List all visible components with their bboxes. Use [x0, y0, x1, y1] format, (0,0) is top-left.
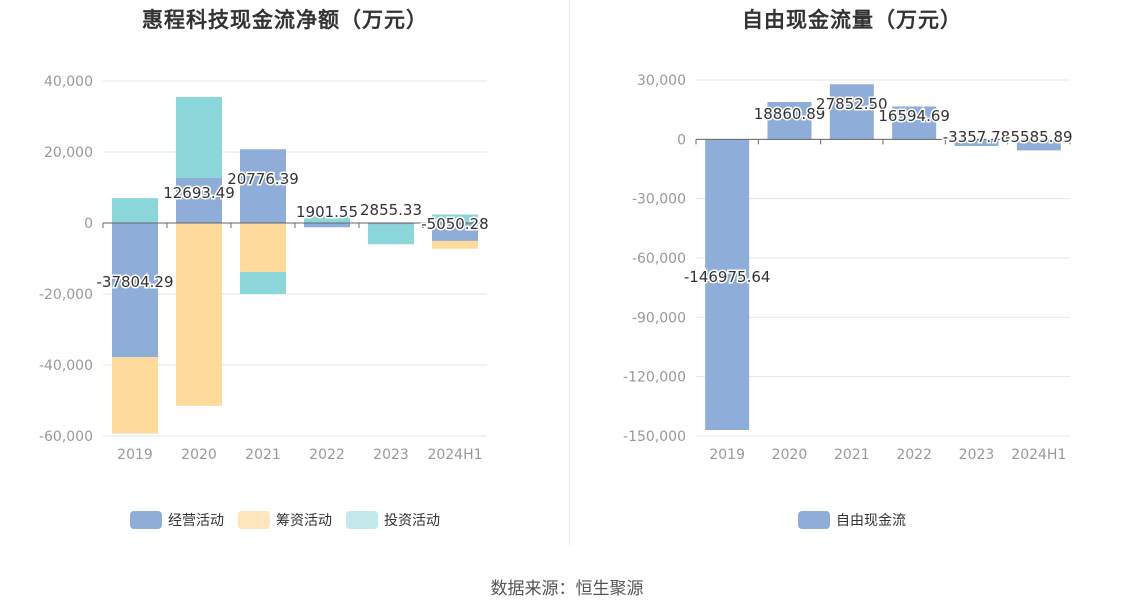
legend-item[interactable]: 经营活动	[130, 510, 224, 530]
bar	[240, 149, 286, 223]
bar	[240, 223, 286, 272]
chart-title: 惠程科技现金流净额（万元）	[142, 8, 428, 32]
legend-label: 筹资活动	[276, 513, 332, 529]
free-cash-flow-chart: 30,000 0 -30,000 -60,000 -90,000 -120,000 -150…	[623, 73, 1074, 463]
chart-title: 自由现金流量（万元）	[742, 8, 962, 32]
bar	[112, 198, 158, 223]
y-tick-label: 0	[84, 216, 93, 232]
bar	[954, 139, 999, 146]
bar	[368, 223, 414, 225]
y-tick-label: -20,000	[39, 287, 93, 303]
bar	[176, 96, 222, 178]
legend-swatch	[238, 511, 270, 529]
y-tick-label: -60,000	[632, 251, 686, 267]
x-tick-label: 2019	[117, 447, 153, 463]
free-cash-flow-chart-panel: 自由现金流量（万元） 30,000 0 -30,000 -60,000 -90,000 -…	[570, 0, 1134, 545]
y-tick-label: -30,000	[632, 192, 686, 208]
panel-divider	[569, 0, 570, 545]
data-label: -5585.89	[1005, 128, 1072, 146]
y-tick-label: -90,000	[632, 310, 686, 326]
cash-flow-net-chart: 40,000 20,000 0 -20,000 -40,000 -60,000 2019 20…	[39, 74, 490, 463]
bar	[432, 214, 478, 223]
x-tick-label: 2024H1	[427, 447, 482, 463]
x-tick-label: 2021	[834, 447, 870, 463]
x-tick-label: 2020	[772, 447, 808, 463]
legend-item[interactable]: 自由现金流	[798, 510, 906, 530]
bar	[176, 223, 222, 406]
bar	[304, 216, 350, 223]
y-tick-label: 40,000	[44, 74, 93, 90]
x-tick-label: 2023	[373, 447, 409, 463]
x-tick-label: 2022	[896, 447, 932, 463]
data-label: -146975.64	[684, 268, 771, 286]
chart-legend: 经营活动 筹资活动 投资活动	[0, 510, 570, 530]
legend-swatch	[346, 511, 378, 529]
legend-item[interactable]: 筹资活动	[238, 510, 332, 530]
bar	[705, 139, 750, 431]
bar	[176, 177, 222, 223]
bar	[1016, 139, 1061, 151]
bar	[892, 106, 937, 140]
data-label: 20776.39	[227, 170, 299, 188]
bar	[829, 84, 874, 140]
x-tick-label: 2024H1	[1011, 447, 1066, 463]
legend-label: 自由现金流	[836, 513, 906, 529]
data-label: 18860.89	[754, 105, 826, 123]
bar	[112, 223, 158, 358]
data-label: 12693.49	[163, 184, 235, 202]
y-tick-label: 30,000	[637, 73, 686, 89]
bar	[432, 240, 478, 249]
x-tick-label: 2021	[245, 447, 281, 463]
y-tick-label: 0	[677, 132, 686, 148]
bar	[304, 223, 350, 228]
bar	[767, 102, 812, 140]
bar	[240, 271, 286, 294]
chart-legend: 自由现金流	[570, 510, 1134, 530]
x-tick-label: 2022	[309, 447, 345, 463]
y-tick-label: -150,000	[623, 429, 686, 445]
legend-swatch	[130, 511, 162, 529]
data-label: -3357.78	[943, 128, 1010, 146]
legend-swatch	[798, 511, 830, 529]
legend-label: 经营活动	[168, 513, 224, 529]
y-tick-label: -60,000	[39, 429, 93, 445]
bar	[432, 223, 478, 241]
x-tick-label: 2019	[709, 447, 745, 463]
bar	[112, 357, 158, 434]
y-tick-label: 20,000	[44, 145, 93, 161]
data-label: 16594.69	[878, 107, 950, 125]
data-label: 27852.50	[816, 95, 888, 113]
data-source-note: 数据来源：恒生聚源	[490, 579, 644, 599]
cash-flow-net-chart-panel: 惠程科技现金流净额（万元） 40,000 20,000 0 -20,000 -40,00…	[0, 0, 570, 545]
y-tick-label: -120,000	[623, 370, 686, 386]
bar	[368, 224, 414, 245]
legend-label: 投资活动	[384, 513, 440, 529]
data-label: -5050.28	[421, 215, 488, 233]
data-label: 1901.55	[296, 203, 358, 221]
x-tick-label: 2023	[959, 447, 995, 463]
data-label: -37804.29	[97, 273, 174, 291]
legend-item[interactable]: 投资活动	[346, 510, 440, 530]
data-label: 2855.33	[360, 201, 422, 219]
x-tick-label: 2020	[181, 447, 217, 463]
y-tick-label: -40,000	[39, 358, 93, 374]
